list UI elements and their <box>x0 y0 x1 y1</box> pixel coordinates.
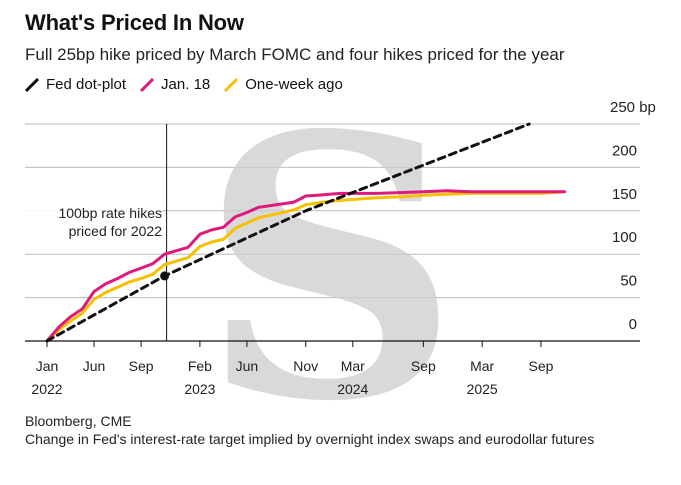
legend-label: One-week ago <box>245 76 343 93</box>
chart-subtitle: Full 25bp hike priced by March FOMC and … <box>25 45 565 64</box>
x-year-label: 2024 <box>337 381 368 397</box>
legend-item-one-week-ago: One-week ago <box>224 76 343 93</box>
dashed-line-icon <box>25 77 39 92</box>
x-year-label: 2023 <box>184 381 215 397</box>
series-line-jan-18 <box>45 189 566 343</box>
x-tick-label: Jun <box>83 358 106 374</box>
y-tick-label: 0 <box>629 316 637 333</box>
x-tick-label: Mar <box>341 358 365 374</box>
x-year-label: 2022 <box>31 381 62 397</box>
x-tick-label: Sep <box>528 358 553 374</box>
y-tick-label: 50 <box>620 273 637 290</box>
footnote-text: Change in Fed's interest-rate target imp… <box>25 431 595 447</box>
x-tick-label: Mar <box>470 358 494 374</box>
series-line-fed-dot-plot <box>45 122 531 343</box>
pink-line-icon <box>140 77 155 92</box>
x-tick-label: Jun <box>236 358 259 374</box>
annotation-line-1: 100bp rate hikes <box>58 205 162 221</box>
legend-label: Jan. 18 <box>161 76 211 93</box>
y-tick-label: 250 bp <box>610 99 656 116</box>
x-tick-label: Jan <box>36 358 59 374</box>
series-line-one-week-ago <box>45 190 566 343</box>
yellow-line-icon <box>224 77 239 92</box>
y-tick-label: 200 <box>612 142 637 159</box>
annotation-text: 100bp rate hikes priced for 2022 <box>0 204 162 240</box>
annotation-marker <box>160 271 170 281</box>
y-tick-label: 150 <box>612 186 637 203</box>
x-tick-label: Sep <box>129 358 154 374</box>
chart-title: What's Priced In Now <box>25 10 244 35</box>
legend-item-dot-plot: Fed dot-plot <box>25 76 126 93</box>
legend-item-jan18: Jan. 18 <box>140 76 210 93</box>
legend: Fed dot-plot Jan. 18 One-week ago <box>25 76 357 93</box>
legend-label: Fed dot-plot <box>46 76 127 93</box>
annotation-line-2: priced for 2022 <box>68 223 162 239</box>
y-tick-label: 100 <box>612 229 637 246</box>
x-tick-label: Nov <box>293 358 318 374</box>
x-tick-label: Sep <box>411 358 436 374</box>
x-year-label: 2025 <box>467 381 498 397</box>
watermark-logo: S <box>200 57 460 480</box>
source-text: Bloomberg, CME <box>25 413 132 429</box>
x-tick-label: Feb <box>188 358 212 374</box>
